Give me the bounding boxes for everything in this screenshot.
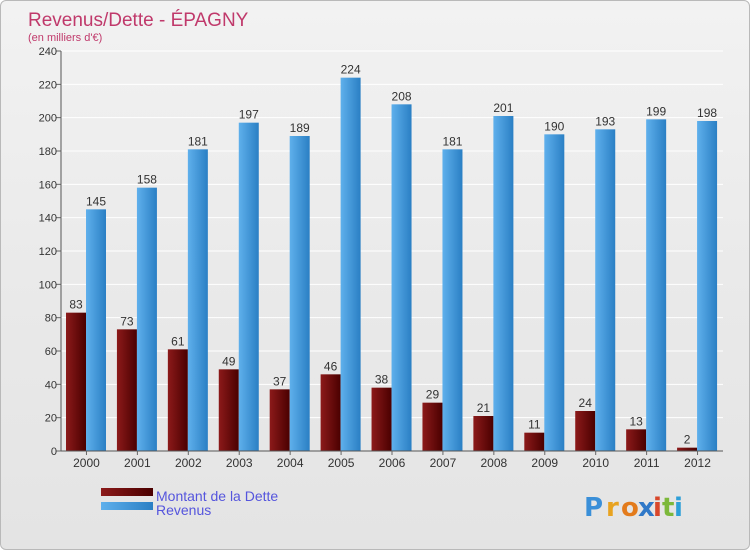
data-label-dette: 73 [120,314,134,328]
bar-dette [626,429,647,451]
logo-letter: t [662,493,674,523]
data-label-revenus: 197 [239,108,259,122]
y-tick-label: 0 [51,446,57,458]
y-tick-label: 160 [39,179,57,191]
bar-revenus [493,116,514,451]
data-label-dette: 24 [579,396,593,410]
x-tick-label: 2008 [480,456,507,470]
data-label-revenus: 201 [493,101,513,115]
logo-letter: i [653,493,662,523]
y-tick-label: 120 [39,246,57,258]
bar-revenus [544,134,565,452]
bar-dette [66,312,86,451]
logo-letter: x [638,493,655,523]
x-tick-label: 2004 [277,456,304,470]
data-label-dette: 13 [629,414,643,428]
bar-revenus [391,104,412,451]
bar-revenus [340,77,361,452]
bars: 8314573158611814919737189462243820829181… [66,63,718,452]
data-label-dette: 11 [528,418,541,432]
bar-revenus [646,119,667,451]
x-tick-label: 2006 [379,456,406,470]
data-label-revenus: 158 [137,173,157,187]
data-label-revenus: 190 [544,119,564,133]
data-label-dette: 38 [375,373,389,387]
data-label-dette: 61 [171,334,185,348]
bar-dette [320,374,341,451]
legend-swatch-revenus [101,502,153,510]
data-label-dette: 29 [426,388,440,402]
x-tick-label: 2012 [684,456,711,470]
logo-letter: o [621,493,639,523]
logo-letter: P [584,493,603,523]
data-label-revenus: 181 [188,134,208,148]
bar-dette [116,329,137,451]
data-label-revenus: 198 [697,106,717,120]
legend-label-revenus: Revenus [156,502,211,518]
bar-dette [371,387,392,451]
data-label-dette: 21 [477,401,491,415]
bar-revenus [238,122,259,452]
bar-revenus [86,209,106,451]
y-tick-label: 100 [39,279,57,291]
bar-dette [677,447,698,451]
bar-revenus [136,187,157,451]
y-tick-label: 220 [39,79,57,91]
x-tick-label: 2002 [175,456,202,470]
y-tick-label: 240 [39,46,57,58]
data-label-dette: 2 [684,433,691,447]
bar-dette [575,411,596,451]
legend: Montant de la Dette Revenus [101,488,278,518]
y-tick-label: 60 [45,346,57,358]
x-tick-label: 2003 [226,456,253,470]
y-tick-label: 200 [39,113,57,125]
data-label-revenus: 181 [442,134,462,148]
data-label-dette: 46 [324,359,338,373]
y-tick-label: 40 [45,379,57,391]
bar-revenus [187,149,208,452]
x-tick-label: 2001 [124,456,151,470]
bar-revenus [595,129,616,452]
data-label-dette: 49 [222,354,236,368]
y-tick-label: 180 [39,146,57,158]
bar-dette [269,389,290,451]
data-label-dette: 37 [273,374,287,388]
logo-letter: i [674,493,683,523]
data-label-revenus: 224 [341,63,361,77]
x-tick-label: 2009 [531,456,558,470]
x-tick-label: 2010 [582,456,609,470]
bar-dette [167,349,188,451]
data-label-revenus: 189 [290,121,310,135]
bar-dette [524,432,545,451]
x-tick-label: 2005 [328,456,355,470]
legend-swatch-debt [101,488,153,496]
logo-letter: r [606,493,619,523]
data-label-revenus: 193 [595,114,615,128]
chart-title: Revenus/Dette - ÉPAGNY [28,10,249,31]
bar-revenus [289,136,310,451]
legend-label-debt: Montant de la Dette [156,488,278,504]
y-tick-label: 20 [45,413,57,425]
data-label-revenus: 145 [86,194,106,208]
bar-dette [422,402,443,451]
x-tick-label: 2007 [430,456,457,470]
chart-subtitle: (en milliers d'€) [28,32,102,44]
axes: 0 20 40 60 80 100 120 140 160 180 200 220 240 2000 200… [39,46,723,470]
data-label-revenus: 208 [392,89,412,103]
data-label-dette: 83 [69,298,83,312]
x-tick-label: 2011 [634,456,660,470]
x-tick-label: 2000 [73,456,100,470]
data-label-revenus: 199 [646,104,666,118]
bar-revenus [442,149,463,452]
y-tick-label: 80 [45,313,57,325]
y-tick-label: 140 [39,213,57,225]
bar-dette [218,369,239,451]
bar-dette [473,416,494,451]
bar-revenus [697,121,718,451]
